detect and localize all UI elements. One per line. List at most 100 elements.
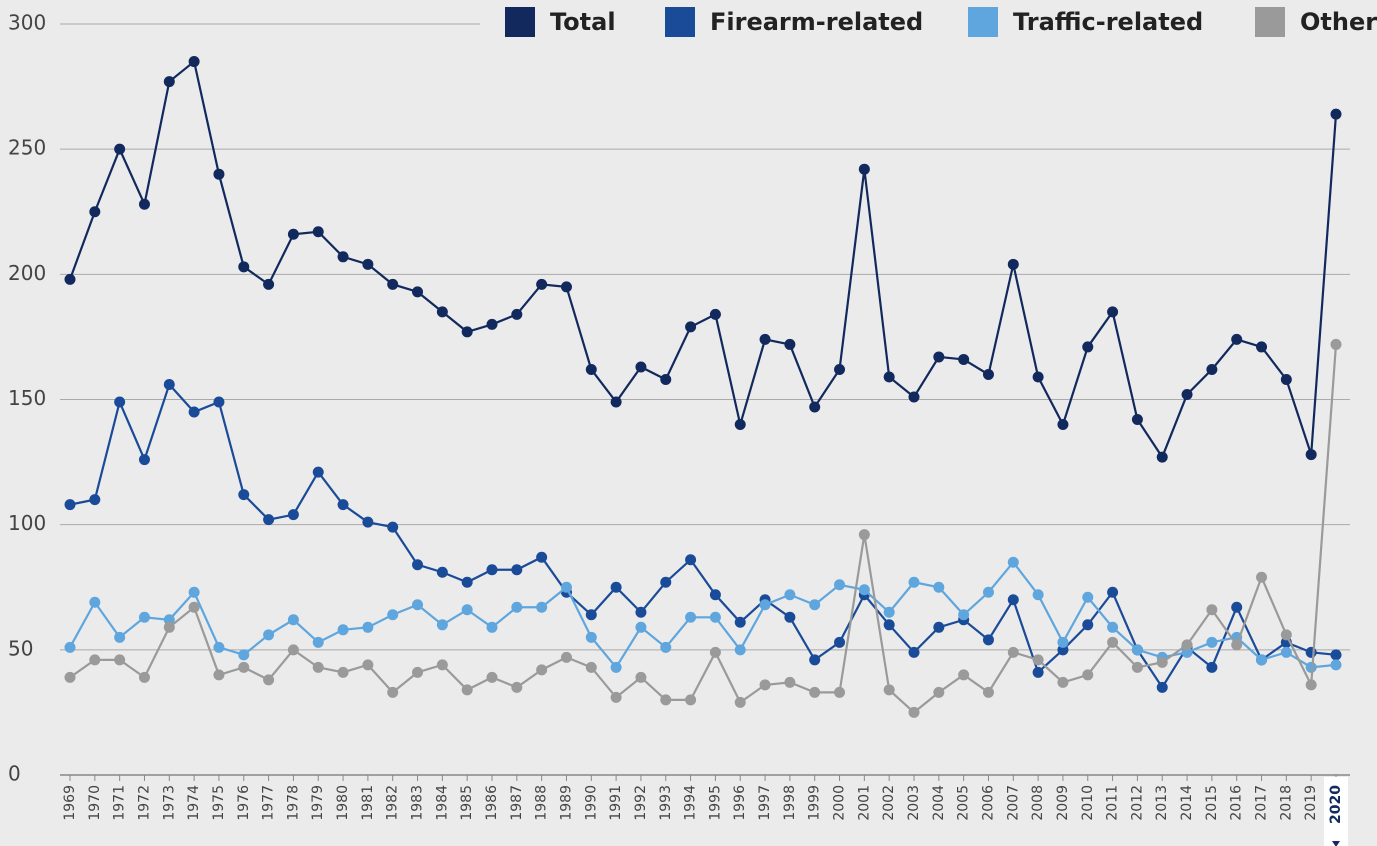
x-tick-label: 2014 bbox=[1179, 785, 1195, 821]
data-point bbox=[486, 621, 498, 633]
x-tick-label: 1995 bbox=[707, 785, 723, 821]
data-point bbox=[1007, 646, 1019, 658]
x-tick-label: 2003 bbox=[906, 785, 922, 821]
data-point bbox=[1181, 639, 1193, 651]
data-point bbox=[238, 261, 250, 273]
data-point bbox=[1231, 333, 1243, 345]
data-point bbox=[1007, 258, 1019, 270]
x-tick-label: 2000 bbox=[832, 785, 848, 821]
y-tick-label: 200 bbox=[8, 261, 46, 285]
data-point bbox=[1280, 646, 1292, 658]
series-line bbox=[69, 560, 1337, 670]
data-point bbox=[834, 363, 846, 375]
data-point bbox=[660, 576, 672, 588]
data-point bbox=[1156, 451, 1168, 463]
data-point bbox=[213, 168, 225, 180]
data-point bbox=[213, 396, 225, 408]
data-point bbox=[64, 671, 76, 683]
data-point bbox=[461, 576, 473, 588]
x-tick-label: 1979 bbox=[310, 785, 326, 821]
data-point bbox=[1082, 591, 1094, 603]
data-point bbox=[685, 694, 697, 706]
data-point bbox=[362, 258, 374, 270]
data-point bbox=[809, 401, 821, 413]
data-point bbox=[64, 273, 76, 285]
data-point bbox=[560, 581, 572, 593]
y-tick-label: 50 bbox=[8, 636, 33, 660]
data-point bbox=[1107, 306, 1119, 318]
data-point bbox=[734, 696, 746, 708]
x-tick-label: 2012 bbox=[1129, 785, 1145, 821]
data-point bbox=[412, 666, 424, 678]
data-point bbox=[809, 599, 821, 611]
data-point bbox=[1107, 586, 1119, 598]
data-point bbox=[114, 654, 126, 666]
data-point bbox=[412, 559, 424, 571]
legend-swatch bbox=[505, 7, 535, 37]
data-point bbox=[1305, 661, 1317, 673]
x-tick-label: 2005 bbox=[956, 785, 972, 821]
data-point bbox=[809, 654, 821, 666]
data-point bbox=[1156, 681, 1168, 693]
data-point bbox=[908, 646, 920, 658]
data-point bbox=[784, 611, 796, 623]
data-point bbox=[660, 373, 672, 385]
data-point bbox=[660, 641, 672, 653]
data-point bbox=[759, 333, 771, 345]
x-tick-label: 1990 bbox=[583, 785, 599, 821]
data-point bbox=[337, 499, 349, 511]
data-point bbox=[1032, 371, 1044, 383]
data-point bbox=[138, 454, 150, 466]
data-point bbox=[287, 228, 299, 240]
x-tick-label: 1981 bbox=[360, 785, 376, 821]
data-point bbox=[1231, 601, 1243, 613]
legend-item: Firearm-related bbox=[665, 7, 923, 37]
data-point bbox=[709, 611, 721, 623]
data-point bbox=[238, 661, 250, 673]
data-point bbox=[958, 669, 970, 681]
x-tick-label: 2020 bbox=[1328, 785, 1344, 824]
legend-item: Other bbox=[1255, 7, 1377, 37]
x-tick-label: 1972 bbox=[136, 785, 152, 821]
data-point bbox=[1131, 661, 1143, 673]
data-point bbox=[958, 353, 970, 365]
x-tick-label: 2001 bbox=[856, 785, 872, 821]
data-point bbox=[958, 609, 970, 621]
data-point bbox=[436, 566, 448, 578]
x-tick-label: 1998 bbox=[782, 785, 798, 821]
data-point bbox=[362, 516, 374, 528]
data-point bbox=[734, 616, 746, 628]
data-point bbox=[610, 661, 622, 673]
data-point bbox=[933, 686, 945, 698]
data-point bbox=[436, 659, 448, 671]
data-point bbox=[1280, 629, 1292, 641]
data-point bbox=[635, 671, 647, 683]
x-tick-label: 1969 bbox=[62, 785, 78, 821]
data-point bbox=[412, 599, 424, 611]
series-line bbox=[69, 344, 1338, 714]
data-point bbox=[834, 579, 846, 591]
data-point bbox=[412, 286, 424, 298]
data-point bbox=[1082, 341, 1094, 353]
data-point bbox=[883, 619, 895, 631]
data-point bbox=[1107, 621, 1119, 633]
data-point bbox=[163, 76, 175, 88]
legend-swatch bbox=[1255, 7, 1285, 37]
data-point bbox=[1305, 646, 1317, 658]
data-point bbox=[163, 378, 175, 390]
y-tick-label: 100 bbox=[8, 511, 46, 535]
data-point bbox=[1330, 659, 1342, 671]
data-point bbox=[312, 226, 324, 238]
x-tick-label: 1994 bbox=[683, 785, 699, 821]
data-point bbox=[635, 621, 647, 633]
data-point bbox=[660, 694, 672, 706]
data-point bbox=[114, 143, 126, 155]
legend-item: Total bbox=[505, 7, 616, 37]
data-point bbox=[263, 629, 275, 641]
data-point bbox=[635, 606, 647, 618]
data-point bbox=[486, 671, 498, 683]
data-point bbox=[1206, 636, 1218, 648]
data-point bbox=[1057, 636, 1069, 648]
x-tick-label: 2013 bbox=[1154, 785, 1170, 821]
data-point bbox=[1131, 414, 1143, 426]
